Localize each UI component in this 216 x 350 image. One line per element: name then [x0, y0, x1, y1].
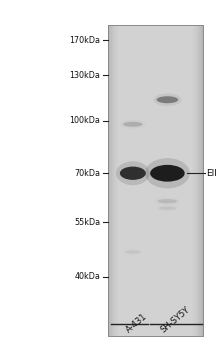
- Ellipse shape: [125, 250, 140, 254]
- Ellipse shape: [120, 120, 146, 129]
- Bar: [189, 25, 203, 336]
- Bar: [108, 25, 113, 336]
- Text: 100kDa: 100kDa: [70, 116, 100, 125]
- Ellipse shape: [159, 206, 176, 210]
- Text: 170kDa: 170kDa: [69, 36, 100, 45]
- Text: 130kDa: 130kDa: [70, 71, 100, 80]
- Bar: [108, 25, 116, 336]
- Bar: [202, 25, 203, 336]
- Bar: [194, 25, 203, 336]
- Bar: [108, 25, 111, 336]
- Bar: [191, 25, 203, 336]
- Ellipse shape: [155, 197, 180, 205]
- Bar: [108, 25, 117, 336]
- Ellipse shape: [123, 122, 143, 127]
- Bar: [108, 25, 119, 336]
- Text: SH-SY5Y: SH-SY5Y: [159, 305, 192, 334]
- Bar: [192, 25, 203, 336]
- Bar: [108, 25, 203, 336]
- Bar: [192, 25, 203, 336]
- Bar: [108, 25, 119, 336]
- Bar: [201, 25, 203, 336]
- Bar: [108, 25, 203, 336]
- Text: A-431: A-431: [125, 312, 149, 334]
- Bar: [198, 25, 203, 336]
- Bar: [108, 25, 114, 336]
- Bar: [199, 25, 203, 336]
- Bar: [202, 25, 203, 336]
- Text: 40kDa: 40kDa: [75, 272, 100, 281]
- Bar: [108, 25, 111, 336]
- Ellipse shape: [145, 158, 190, 188]
- Bar: [195, 25, 203, 336]
- Ellipse shape: [158, 199, 177, 203]
- Bar: [108, 25, 110, 336]
- Bar: [108, 25, 114, 336]
- Text: 55kDa: 55kDa: [74, 218, 100, 227]
- Ellipse shape: [116, 161, 150, 185]
- Bar: [197, 25, 203, 336]
- Ellipse shape: [157, 96, 178, 103]
- Ellipse shape: [150, 165, 185, 182]
- Bar: [108, 25, 117, 336]
- Bar: [194, 25, 203, 336]
- Bar: [108, 25, 121, 336]
- Ellipse shape: [120, 167, 146, 180]
- Text: EIF2AK1: EIF2AK1: [206, 169, 216, 178]
- Bar: [193, 25, 203, 336]
- Bar: [108, 25, 109, 336]
- Bar: [200, 25, 203, 336]
- Bar: [190, 25, 203, 336]
- Bar: [108, 25, 115, 336]
- Bar: [200, 25, 203, 336]
- Bar: [196, 25, 203, 336]
- Bar: [108, 25, 122, 336]
- Bar: [197, 25, 203, 336]
- Bar: [108, 25, 120, 336]
- Bar: [108, 25, 110, 336]
- Text: 70kDa: 70kDa: [75, 169, 100, 178]
- Ellipse shape: [153, 93, 181, 106]
- Bar: [108, 25, 118, 336]
- Bar: [108, 25, 112, 336]
